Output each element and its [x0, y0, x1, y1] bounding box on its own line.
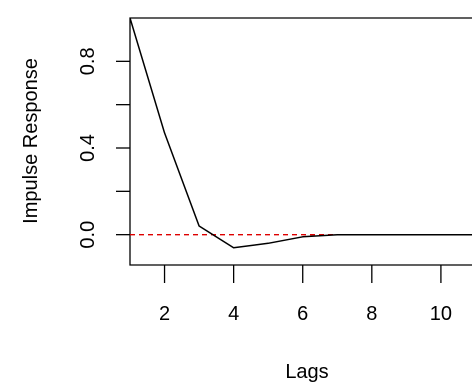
x-tick-label: 4	[228, 303, 239, 325]
x-axis-title: Lags	[285, 361, 328, 383]
series-group	[130, 18, 472, 249]
ticks-group: 2 4 6 8 10 0.0 0.4 0.8	[77, 47, 452, 325]
y-axis-title: Impulse Response	[20, 58, 42, 224]
plot-frame	[129, 17, 472, 266]
y-tick-label: 0.8	[77, 47, 99, 75]
x-tick-label: 2	[159, 303, 170, 325]
x-tick-label: 6	[297, 303, 308, 325]
x-tick-label: 10	[430, 303, 452, 325]
impulse-response-line	[130, 18, 472, 249]
y-tick-label: 0.4	[77, 134, 99, 162]
y-tick-label: 0.0	[77, 221, 99, 249]
x-tick-label: 8	[366, 303, 377, 325]
axes	[129, 17, 472, 266]
